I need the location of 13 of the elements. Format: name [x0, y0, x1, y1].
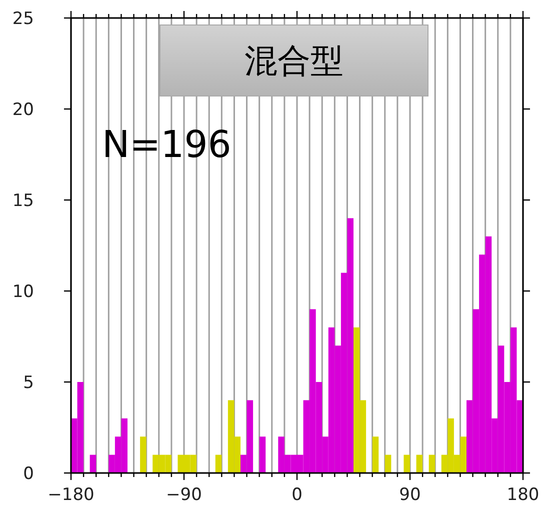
annotation: N=196: [102, 123, 232, 166]
x-tick-label: −180: [48, 485, 94, 505]
y-tick-label: 5: [23, 373, 34, 393]
y-tick-label: 25: [12, 9, 34, 29]
y-tick-label: 15: [12, 191, 34, 211]
text: 混合型: [244, 41, 344, 80]
y-tick-label: 0: [23, 464, 34, 484]
x-tick-label: 180: [506, 485, 540, 505]
y-tick-label: 20: [12, 100, 34, 120]
x-tick-label: −90: [166, 485, 202, 505]
y-tick-label: 10: [12, 282, 34, 302]
x-tick-label: 0: [292, 485, 302, 505]
x-tick-label: 90: [399, 485, 421, 505]
